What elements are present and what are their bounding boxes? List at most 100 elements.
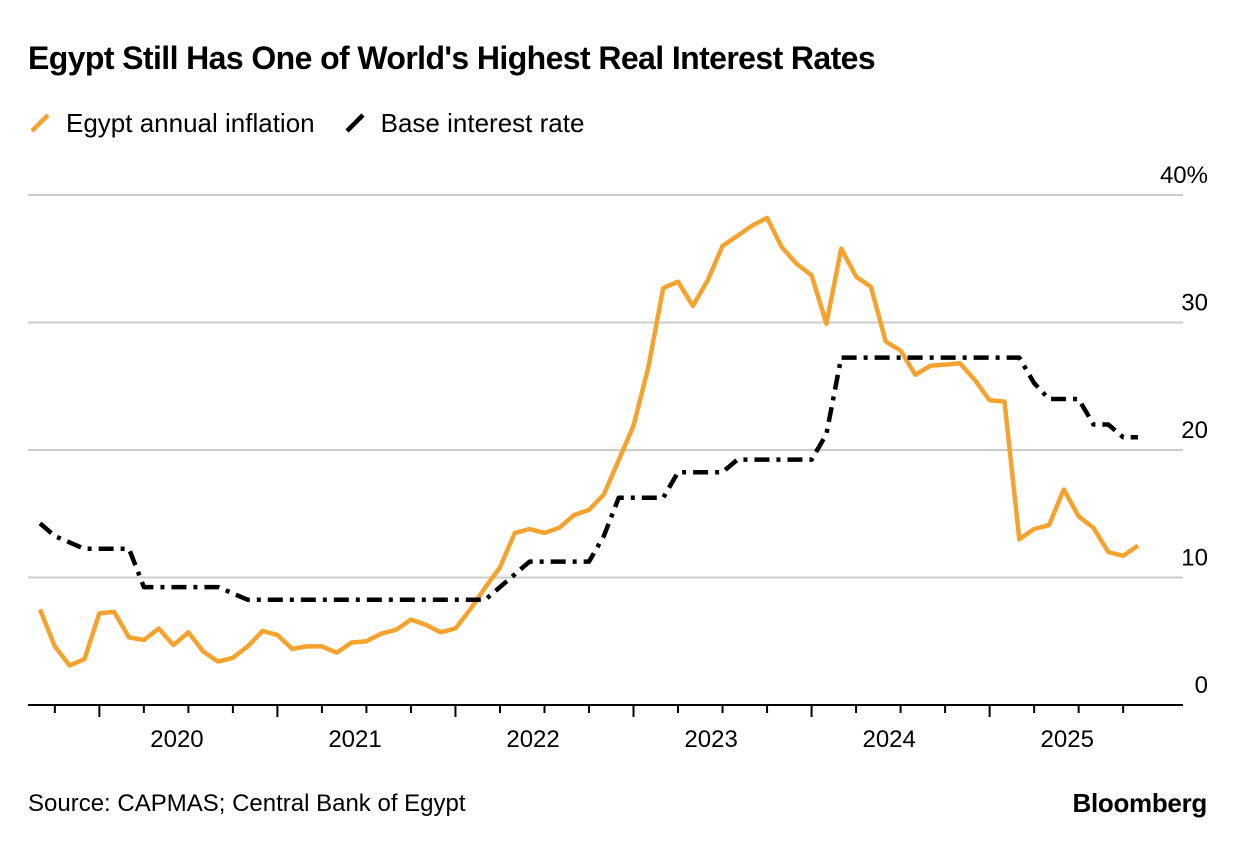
data-point-base-rate-2023-11 [780,458,784,462]
data-point-inflation-2024-03 [839,247,843,251]
data-point-inflation-2022-03 [483,586,487,590]
source-note: Source: CAPMAS; Central Bank of Egypt [28,790,466,817]
data-point-base-rate-2021-08 [379,598,383,602]
data-point-base-rate-2019-09 [38,521,42,525]
data-point-inflation-2025-01 [988,398,992,402]
data-point-inflation-2020-03 [127,635,131,639]
data-point-inflation-2024-05 [869,285,873,289]
data-point-inflation-2022-09 [572,513,576,517]
data-point-base-rate-2022-01 [454,598,458,602]
y-tick-label-20: 20 [1181,417,1208,444]
x-tick-label-2023: 2023 [684,726,737,753]
x-tick-label-2020: 2020 [150,726,203,753]
legend-swatch-inflation [30,113,50,133]
data-point-inflation-2020-05 [157,627,161,631]
data-point-inflation-2022-01 [454,627,458,631]
data-point-base-rate-2024-01 [810,458,814,462]
data-point-inflation-2025-02 [1003,400,1007,404]
data-point-base-rate-2019-11 [68,540,72,544]
data-point-inflation-2021-09 [394,628,398,632]
data-point-base-rate-2025-04 [1032,381,1036,385]
data-point-inflation-2019-12 [83,657,87,661]
data-point-base-rate-2020-05 [157,585,161,589]
data-point-base-rate-2020-09 [216,585,220,589]
data-point-inflation-2024-04 [854,275,858,279]
data-point-inflation-2025-06 [1062,488,1066,492]
y-tick-label-0: 0 [1195,672,1208,699]
data-point-base-rate-2023-06 [706,470,710,474]
data-point-base-rate-2023-02 [646,496,650,500]
data-point-inflation-2021-03 [305,644,309,648]
data-point-base-rate-2020-12 [261,598,265,602]
data-point-inflation-2022-11 [602,493,606,497]
series-line-base-rate[interactable] [38,355,1138,603]
legend-swatch-rate [345,113,365,133]
data-point-base-rate-2020-04 [142,585,146,589]
data-point-inflation-2023-12 [795,262,799,266]
data-point-inflation-2021-11 [424,623,428,627]
legend-label-rate: Base interest rate [380,107,585,138]
data-point-inflation-2020-02 [112,610,116,614]
data-point-inflation-2020-04 [142,638,146,642]
data-point-inflation-2023-11 [780,245,784,249]
data-point-base-rate-2024-05 [869,356,873,360]
data-point-base-rate-2024-09 [928,356,932,360]
data-point-inflation-2025-11 [1136,544,1140,548]
data-point-inflation-2021-06 [350,641,354,645]
x-tick-label-2024: 2024 [862,726,915,753]
data-point-inflation-2022-02 [468,607,472,611]
data-point-inflation-2024-11 [958,361,962,365]
data-point-base-rate-2025-06 [1062,397,1066,401]
data-point-inflation-2025-05 [1047,523,1051,527]
data-point-base-rate-2025-10 [1121,435,1125,439]
data-point-base-rate-2025-01 [988,356,992,360]
data-point-inflation-2020-08 [201,650,205,654]
data-point-base-rate-2025-09 [1106,423,1110,427]
gridlines [28,194,1183,579]
data-point-base-rate-2021-09 [394,598,398,602]
data-point-inflation-2025-09 [1106,550,1110,554]
data-point-base-rate-2022-02 [468,598,472,602]
data-point-inflation-2020-07 [186,630,190,634]
data-point-inflation-2021-04 [320,644,324,648]
data-point-base-rate-2025-03 [1017,356,1021,360]
data-point-base-rate-2023-01 [632,496,636,500]
x-tick-label-2022: 2022 [506,726,559,753]
data-point-base-rate-2022-09 [572,560,576,564]
tick-labels: 0 10 20 30 40% 2020 2021 2022 2023 2024 2025 [150,162,1208,753]
legend-item-rate[interactable]: Base interest rate [343,107,585,139]
data-point-inflation-2019-09 [38,607,42,611]
x-tick-label-2025: 2025 [1041,726,1094,753]
data-point-base-rate-2020-10 [231,591,235,595]
data-point-base-rate-2023-12 [795,458,799,462]
data-point-base-rate-2020-07 [186,585,190,589]
data-point-base-rate-2023-08 [735,458,739,462]
y-tick-label-30: 30 [1181,290,1208,317]
data-point-base-rate-2025-05 [1047,397,1051,401]
data-point-base-rate-2025-08 [1092,423,1096,427]
legend-item-inflation[interactable]: Egypt annual inflation [28,108,315,139]
series-layer [37,215,1140,668]
data-point-inflation-2023-10 [765,216,769,220]
data-point-inflation-2022-07 [543,531,547,535]
data-point-inflation-2025-10 [1121,554,1125,558]
data-point-inflation-2022-04 [498,565,502,569]
data-point-base-rate-2023-07 [721,470,725,474]
data-point-inflation-2019-10 [53,644,57,648]
data-point-inflation-2020-09 [216,660,220,664]
data-point-inflation-2021-12 [439,630,443,634]
data-point-inflation-2023-05 [691,304,695,308]
data-point-base-rate-2020-11 [246,598,250,602]
data-point-base-rate-2022-06 [528,560,532,564]
data-point-inflation-2021-07 [364,639,368,643]
data-point-base-rate-2025-07 [1077,397,1081,401]
data-point-base-rate-2022-03 [483,598,487,602]
data-point-base-rate-2021-07 [364,598,368,602]
series-line-inflation[interactable] [37,215,1140,668]
data-point-base-rate-2024-10 [943,356,947,360]
data-point-inflation-2023-08 [735,234,739,238]
data-point-inflation-2022-08 [557,526,561,530]
data-point-inflation-2023-06 [706,278,710,282]
data-point-inflation-2022-10 [587,508,591,512]
